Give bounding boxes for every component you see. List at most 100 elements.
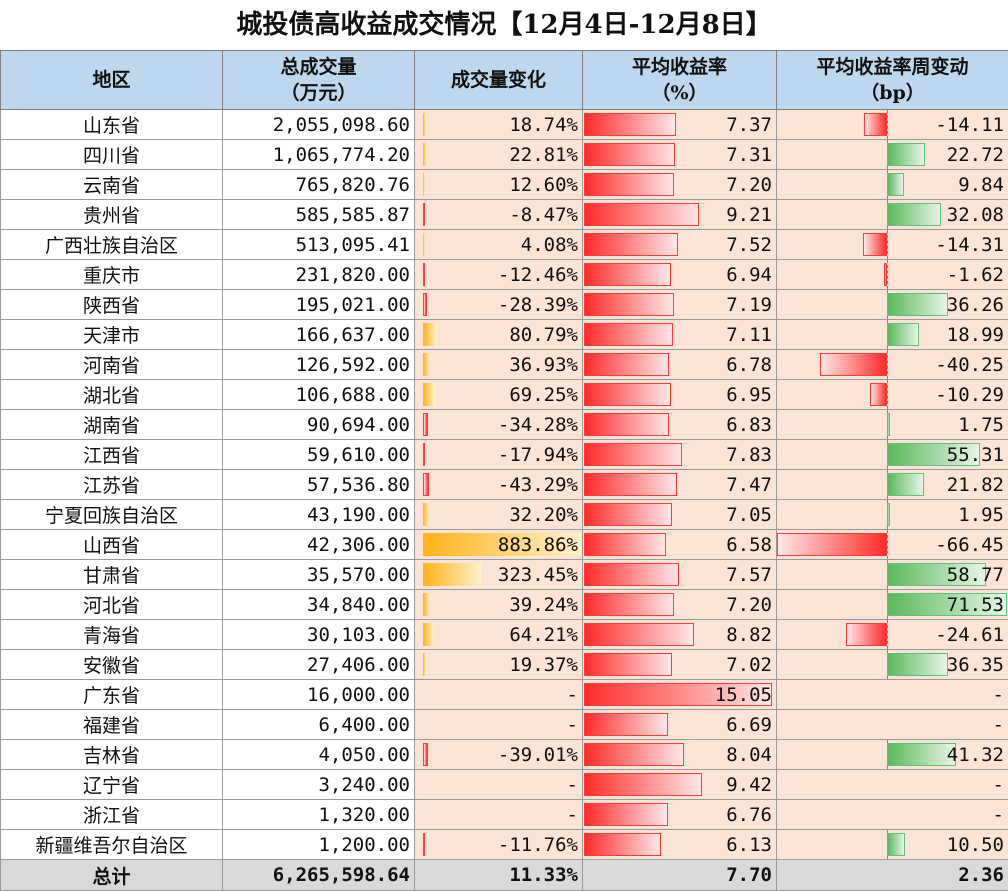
amount-cell[interactable]: 27,406.00 <box>223 650 415 680</box>
change-cell[interactable]: -11.76% <box>415 830 583 860</box>
yield-change-cell[interactable]: -66.45 <box>777 530 1008 560</box>
change-cell[interactable]: 80.79% <box>415 320 583 350</box>
change-cell[interactable]: 18.74% <box>415 110 583 140</box>
region-cell[interactable]: 甘肃省 <box>1 560 223 590</box>
region-cell[interactable]: 湖北省 <box>1 380 223 410</box>
region-cell[interactable]: 云南省 <box>1 170 223 200</box>
amount-cell[interactable]: 231,820.00 <box>223 260 415 290</box>
yield-cell[interactable]: 7.19 <box>583 290 777 320</box>
region-cell[interactable]: 山西省 <box>1 530 223 560</box>
yield-cell[interactable]: 8.82 <box>583 620 777 650</box>
region-cell[interactable]: 江苏省 <box>1 470 223 500</box>
region-cell[interactable]: 辽宁省 <box>1 770 223 800</box>
change-cell[interactable]: 19.37% <box>415 650 583 680</box>
yield-cell[interactable]: 7.52 <box>583 230 777 260</box>
header-yield-change[interactable]: 平均收益率周变动 （bp） <box>777 51 1008 110</box>
region-cell[interactable]: 安徽省 <box>1 650 223 680</box>
change-cell[interactable]: 12.60% <box>415 170 583 200</box>
yield-change-cell[interactable]: -14.11 <box>777 110 1008 140</box>
change-cell[interactable]: 4.08% <box>415 230 583 260</box>
region-cell[interactable]: 重庆市 <box>1 260 223 290</box>
yield-cell[interactable]: 7.20 <box>583 170 777 200</box>
change-cell[interactable]: - <box>415 800 583 830</box>
region-cell[interactable]: 四川省 <box>1 140 223 170</box>
yield-change-cell[interactable]: 1.95 <box>777 500 1008 530</box>
header-change[interactable]: 成交量变化 <box>415 51 583 110</box>
change-cell[interactable]: - <box>415 710 583 740</box>
region-cell[interactable]: 河南省 <box>1 350 223 380</box>
total-yield[interactable]: 7.70 <box>583 860 777 891</box>
amount-cell[interactable]: 43,190.00 <box>223 500 415 530</box>
yield-cell[interactable]: 7.11 <box>583 320 777 350</box>
yield-change-cell[interactable]: 36.35 <box>777 650 1008 680</box>
change-cell[interactable]: -39.01% <box>415 740 583 770</box>
amount-cell[interactable]: 57,536.80 <box>223 470 415 500</box>
change-cell[interactable]: 22.81% <box>415 140 583 170</box>
yield-cell[interactable]: 7.57 <box>583 560 777 590</box>
amount-cell[interactable]: 195,021.00 <box>223 290 415 320</box>
yield-change-cell[interactable]: -14.31 <box>777 230 1008 260</box>
amount-cell[interactable]: 106,688.00 <box>223 380 415 410</box>
region-cell[interactable]: 浙江省 <box>1 800 223 830</box>
yield-change-cell[interactable]: 36.26 <box>777 290 1008 320</box>
region-cell[interactable]: 湖南省 <box>1 410 223 440</box>
region-cell[interactable]: 福建省 <box>1 710 223 740</box>
yield-change-cell[interactable]: 1.75 <box>777 410 1008 440</box>
yield-cell[interactable]: 6.13 <box>583 830 777 860</box>
yield-change-cell[interactable]: 9.84 <box>777 170 1008 200</box>
yield-change-cell[interactable]: - <box>777 770 1008 800</box>
yield-cell[interactable]: 7.02 <box>583 650 777 680</box>
change-cell[interactable]: 323.45% <box>415 560 583 590</box>
yield-change-cell[interactable]: 18.99 <box>777 320 1008 350</box>
yield-change-cell[interactable]: - <box>777 680 1008 710</box>
amount-cell[interactable]: 30,103.00 <box>223 620 415 650</box>
change-cell[interactable]: -34.28% <box>415 410 583 440</box>
yield-change-cell[interactable]: -24.61 <box>777 620 1008 650</box>
yield-cell[interactable]: 6.94 <box>583 260 777 290</box>
change-cell[interactable]: - <box>415 680 583 710</box>
header-amount[interactable]: 总成交量 （万元） <box>223 51 415 110</box>
total-yield-change[interactable]: 2.36 <box>777 860 1008 891</box>
yield-cell[interactable]: 7.47 <box>583 470 777 500</box>
yield-cell[interactable]: 7.20 <box>583 590 777 620</box>
region-cell[interactable]: 天津市 <box>1 320 223 350</box>
yield-cell[interactable]: 6.78 <box>583 350 777 380</box>
yield-change-cell[interactable]: 41.32 <box>777 740 1008 770</box>
change-cell[interactable]: -8.47% <box>415 200 583 230</box>
change-cell[interactable]: 36.93% <box>415 350 583 380</box>
region-cell[interactable]: 广西壮族自治区 <box>1 230 223 260</box>
amount-cell[interactable]: 1,320.00 <box>223 800 415 830</box>
amount-cell[interactable]: 4,050.00 <box>223 740 415 770</box>
change-cell[interactable]: 39.24% <box>415 590 583 620</box>
yield-cell[interactable]: 6.76 <box>583 800 777 830</box>
region-cell[interactable]: 新疆维吾尔自治区 <box>1 830 223 860</box>
change-cell[interactable]: 69.25% <box>415 380 583 410</box>
total-label[interactable]: 总计 <box>1 860 223 891</box>
amount-cell[interactable]: 585,585.87 <box>223 200 415 230</box>
change-cell[interactable]: 32.20% <box>415 500 583 530</box>
region-cell[interactable]: 贵州省 <box>1 200 223 230</box>
yield-change-cell[interactable]: - <box>777 710 1008 740</box>
yield-cell[interactable]: 8.04 <box>583 740 777 770</box>
yield-cell[interactable]: 9.42 <box>583 770 777 800</box>
yield-cell[interactable]: 15.05 <box>583 680 777 710</box>
amount-cell[interactable]: 59,610.00 <box>223 440 415 470</box>
yield-change-cell[interactable]: 55.31 <box>777 440 1008 470</box>
yield-change-cell[interactable]: 71.53 <box>777 590 1008 620</box>
yield-cell[interactable]: 7.05 <box>583 500 777 530</box>
yield-change-cell[interactable]: 10.50 <box>777 830 1008 860</box>
amount-cell[interactable]: 1,065,774.20 <box>223 140 415 170</box>
yield-change-cell[interactable]: 22.72 <box>777 140 1008 170</box>
yield-cell[interactable]: 6.58 <box>583 530 777 560</box>
change-cell[interactable]: - <box>415 770 583 800</box>
region-cell[interactable]: 宁夏回族自治区 <box>1 500 223 530</box>
yield-cell[interactable]: 7.83 <box>583 440 777 470</box>
yield-cell[interactable]: 7.37 <box>583 110 777 140</box>
amount-cell[interactable]: 2,055,098.60 <box>223 110 415 140</box>
yield-change-cell[interactable]: -10.29 <box>777 380 1008 410</box>
region-cell[interactable]: 河北省 <box>1 590 223 620</box>
yield-cell[interactable]: 7.31 <box>583 140 777 170</box>
region-cell[interactable]: 江西省 <box>1 440 223 470</box>
change-cell[interactable]: 883.86% <box>415 530 583 560</box>
yield-change-cell[interactable]: 58.77 <box>777 560 1008 590</box>
